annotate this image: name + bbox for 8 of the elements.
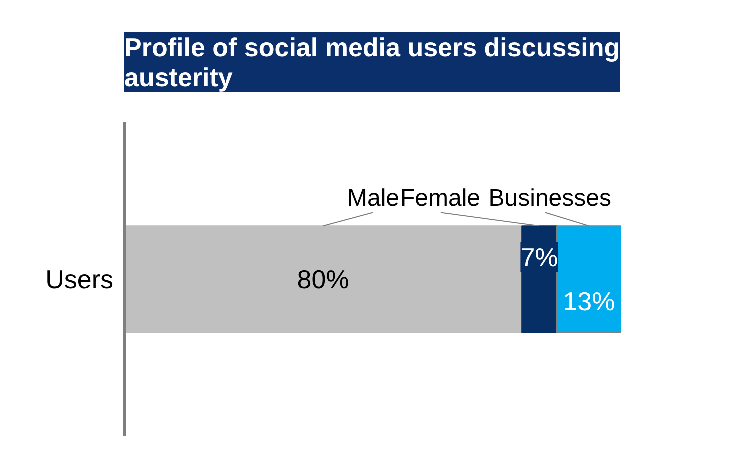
data-label: 13% xyxy=(563,286,616,316)
y-tick-label: Users xyxy=(46,264,114,294)
series-label: Female xyxy=(400,185,481,212)
data-label: 80% xyxy=(297,264,350,294)
data-label: 7% xyxy=(520,242,558,272)
series-label: Businesses xyxy=(488,185,612,212)
chart-title: Profile of social media users discussing austerity xyxy=(124,32,620,92)
series-label: Male xyxy=(347,185,400,212)
